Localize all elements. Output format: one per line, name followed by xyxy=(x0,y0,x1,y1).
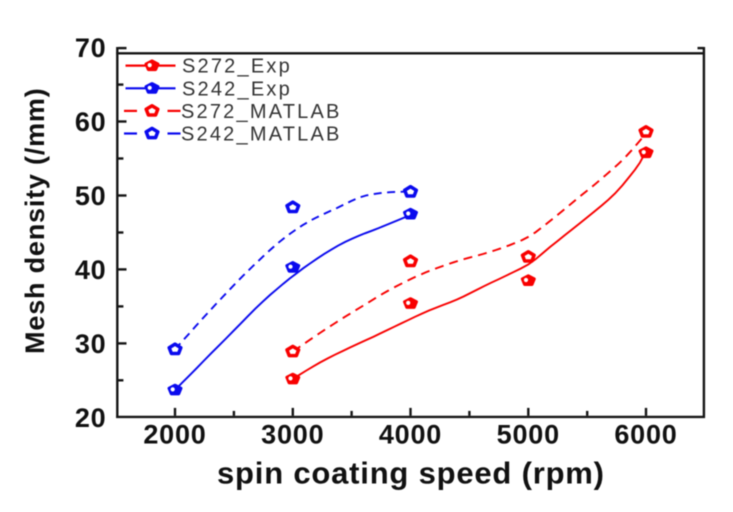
svg-text:30: 30 xyxy=(75,329,107,359)
svg-text:50: 50 xyxy=(75,181,107,211)
svg-text:S242_MATLAB: S242_MATLAB xyxy=(181,124,342,146)
svg-text:60: 60 xyxy=(75,107,107,137)
svg-text:70: 70 xyxy=(75,33,107,63)
svg-text:Mesh density (/mm): Mesh density (/mm) xyxy=(20,87,50,353)
svg-text:S272_Exp: S272_Exp xyxy=(182,56,292,78)
svg-text:40: 40 xyxy=(75,255,107,285)
svg-text:6000: 6000 xyxy=(614,420,677,450)
svg-text:S242_Exp: S242_Exp xyxy=(182,78,292,100)
svg-text:4000: 4000 xyxy=(379,420,442,450)
svg-text:20: 20 xyxy=(75,403,107,433)
svg-text:spin coating speed (rpm): spin coating speed (rpm) xyxy=(217,456,605,491)
svg-text:3000: 3000 xyxy=(261,420,324,450)
svg-text:S272_MATLAB: S272_MATLAB xyxy=(181,101,342,123)
svg-text:5000: 5000 xyxy=(497,420,560,450)
svg-text:2000: 2000 xyxy=(143,420,206,450)
